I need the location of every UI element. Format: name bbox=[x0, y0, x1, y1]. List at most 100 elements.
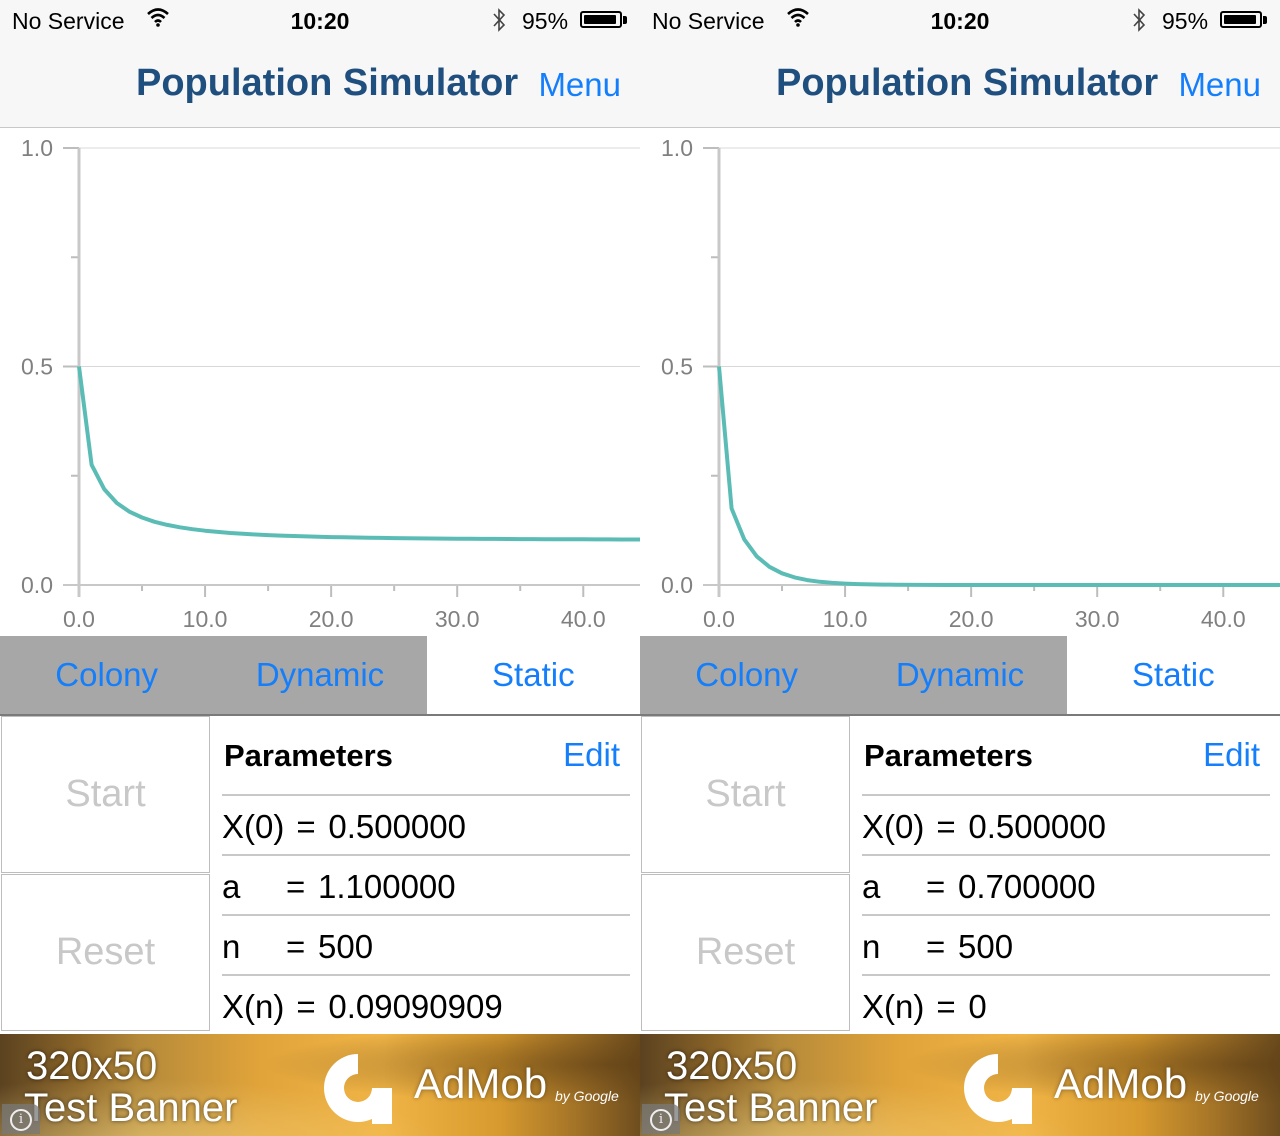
ad-brand: AdMob bbox=[414, 1060, 548, 1107]
clock: 10:20 bbox=[930, 8, 990, 34]
ad-info-icon[interactable]: i bbox=[2, 1104, 40, 1134]
parameters-panel: Parameters Edit X(0) = 0.500000 a = 0.700000… bbox=[852, 716, 1280, 1034]
battery-fill bbox=[1224, 15, 1257, 24]
param-value: 0.500000 bbox=[968, 808, 1106, 845]
divider bbox=[862, 854, 1270, 856]
ad-background bbox=[0, 1034, 640, 1136]
ad-size-label: 320x50 bbox=[666, 1044, 798, 1088]
page-title: Population Simulator bbox=[136, 62, 519, 104]
chart-svg: 0.0 0.5 1.0 0.0 10.0 20.0 30.0 40.0 bbox=[21, 135, 640, 632]
param-value: 500 bbox=[958, 928, 1014, 965]
wifi-icon bbox=[787, 8, 809, 27]
param-label: a bbox=[222, 868, 241, 905]
param-label: n bbox=[862, 928, 881, 965]
param-value: 0.09090909 bbox=[328, 988, 503, 1025]
ad-info-icon[interactable]: i bbox=[642, 1104, 680, 1134]
x-tick-label: 10.0 bbox=[823, 606, 868, 632]
segmented-tabs: Colony Dynamic Static bbox=[0, 636, 640, 714]
carrier-label: No Service bbox=[12, 8, 125, 34]
param-equals: = bbox=[936, 988, 956, 1025]
start-button[interactable]: Start bbox=[1, 716, 210, 873]
param-label: X(0) bbox=[222, 808, 285, 845]
param-label: X(0) bbox=[862, 808, 925, 845]
param-label: a bbox=[862, 868, 881, 905]
divider bbox=[862, 974, 1270, 976]
series-line bbox=[717, 366, 1280, 587]
ad-by-google: by Google bbox=[1195, 1088, 1259, 1104]
controls-panel: Start Reset bbox=[640, 716, 852, 1034]
edit-button[interactable]: Edit bbox=[1203, 736, 1260, 773]
ad-size-label: 320x50 bbox=[26, 1044, 158, 1088]
x-tick-label: 10.0 bbox=[183, 606, 228, 632]
battery-tip bbox=[1263, 16, 1267, 24]
tab-static[interactable]: Static bbox=[1066, 636, 1280, 714]
menu-button[interactable]: Menu bbox=[538, 66, 621, 103]
param-equals: = bbox=[286, 928, 306, 965]
segmented-tabs: Colony Dynamic Static bbox=[640, 636, 1280, 714]
param-row-x0: X(0) = 0.500000 bbox=[222, 808, 466, 846]
bluetooth-icon bbox=[1133, 8, 1146, 32]
start-button[interactable]: Start bbox=[641, 716, 850, 873]
clock: 10:20 bbox=[290, 8, 350, 34]
reset-button[interactable]: Reset bbox=[641, 874, 850, 1031]
tab-colony[interactable]: Colony bbox=[0, 636, 214, 714]
x-tick-label: 0.0 bbox=[63, 606, 95, 632]
param-equals: = bbox=[926, 928, 946, 965]
tabs-divider bbox=[640, 714, 1280, 716]
x-tick-label: 20.0 bbox=[949, 606, 994, 632]
parameters-title: Parameters bbox=[224, 738, 393, 773]
battery-percent: 95% bbox=[522, 8, 569, 34]
ad-background bbox=[640, 1034, 1280, 1136]
status-bar: No Service 10:20 95% bbox=[0, 0, 640, 42]
navigation-bar: Population Simulator Menu bbox=[0, 42, 640, 128]
ad-brand: AdMob bbox=[1054, 1060, 1188, 1107]
tab-dynamic[interactable]: Dynamic bbox=[853, 636, 1067, 714]
param-label: X(n) bbox=[862, 988, 925, 1025]
param-equals: = bbox=[926, 868, 946, 905]
parameters-panel: Parameters Edit X(0) = 0.500000 a = 1.100000… bbox=[212, 716, 640, 1034]
tab-static[interactable]: Static bbox=[426, 636, 640, 714]
param-equals: = bbox=[936, 808, 956, 845]
carrier-label: No Service bbox=[652, 8, 765, 34]
divider bbox=[222, 854, 630, 856]
battery-tip bbox=[623, 16, 627, 24]
param-value: 0.700000 bbox=[958, 868, 1096, 905]
tabs-divider bbox=[0, 714, 640, 716]
navigation-bar: Population Simulator Menu bbox=[640, 42, 1280, 128]
page-title: Population Simulator bbox=[776, 62, 1159, 104]
x-tick-label: 30.0 bbox=[435, 606, 480, 632]
param-row-a: a = 0.700000 bbox=[862, 868, 1096, 906]
divider bbox=[862, 794, 1270, 796]
param-value: 0.500000 bbox=[328, 808, 466, 845]
battery-percent: 95% bbox=[1162, 8, 1209, 34]
param-row-n: n = 500 bbox=[862, 928, 1013, 966]
ad-banner[interactable]: 320x50 Test Banner AdMob by Google i bbox=[0, 1034, 640, 1136]
divider bbox=[222, 794, 630, 796]
param-value: 0 bbox=[968, 988, 987, 1025]
param-row-a: a = 1.100000 bbox=[222, 868, 456, 906]
wifi-icon bbox=[147, 8, 169, 27]
param-value: 1.100000 bbox=[318, 868, 456, 905]
parameters-title: Parameters bbox=[864, 738, 1033, 773]
controls-panel: Start Reset bbox=[0, 716, 212, 1034]
edit-button[interactable]: Edit bbox=[563, 736, 620, 773]
ad-banner[interactable]: 320x50 Test Banner AdMob by Google i bbox=[640, 1034, 1280, 1136]
series-line bbox=[77, 366, 640, 542]
param-row-xn: X(n) = 0.09090909 bbox=[222, 988, 503, 1026]
ad-test-label: Test Banner bbox=[24, 1086, 238, 1130]
x-tick-label: 40.0 bbox=[561, 606, 606, 632]
phone-screen: No Service 10:20 95% Population Simulato… bbox=[0, 0, 640, 1136]
param-equals: = bbox=[296, 988, 316, 1025]
tab-dynamic[interactable]: Dynamic bbox=[213, 636, 427, 714]
chart-svg: 0.0 0.5 1.0 0.0 10.0 20.0 30.0 40.0 bbox=[661, 135, 1280, 632]
y-tick-label: 0.5 bbox=[21, 354, 53, 380]
x-tick-label: 0.0 bbox=[703, 606, 735, 632]
reset-button[interactable]: Reset bbox=[1, 874, 210, 1031]
menu-button[interactable]: Menu bbox=[1178, 66, 1261, 103]
tab-colony[interactable]: Colony bbox=[640, 636, 854, 714]
param-row-x0: X(0) = 0.500000 bbox=[862, 808, 1106, 846]
x-tick-label: 30.0 bbox=[1075, 606, 1120, 632]
ad-by-google: by Google bbox=[555, 1088, 619, 1104]
divider bbox=[222, 914, 630, 916]
ad-test-label: Test Banner bbox=[664, 1086, 878, 1130]
